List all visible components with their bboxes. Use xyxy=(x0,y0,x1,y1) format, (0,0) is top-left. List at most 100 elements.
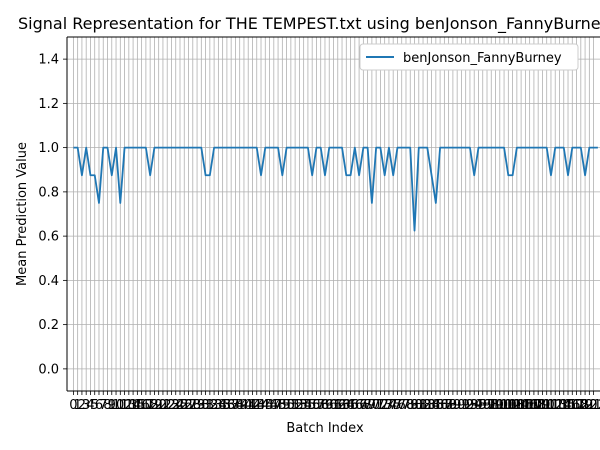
x-tick-label: 55 xyxy=(300,398,317,413)
grid-lines xyxy=(67,37,600,391)
x-tick-label: 8 xyxy=(103,398,111,413)
y-tick-label: 0.6 xyxy=(38,230,59,245)
x-tick-label: 107 xyxy=(517,398,542,413)
x-tick-label: 61 xyxy=(325,398,342,413)
x-tick-label: 41 xyxy=(240,398,257,413)
x-tick-label: 116 xyxy=(556,398,581,413)
x-tick-label: 63 xyxy=(334,398,351,413)
x-tick-label: 121 xyxy=(577,398,600,413)
x-tick-label: 36 xyxy=(219,398,236,413)
x-tick-label: 5 xyxy=(91,398,99,413)
x-tick-label: 30 xyxy=(193,398,210,413)
x-tick-label: 85 xyxy=(428,398,445,413)
x-tick-label: 110 xyxy=(530,398,555,413)
x-tick-label: 7 xyxy=(99,398,107,413)
x-tick-label: 60 xyxy=(321,398,338,413)
x-tick-label: 103 xyxy=(500,398,525,413)
x-tick-label: 4 xyxy=(86,398,94,413)
x-tick-label: 65 xyxy=(342,398,359,413)
x-tick-label: 27 xyxy=(180,398,197,413)
x-tick-label: 42 xyxy=(244,398,261,413)
x-tick-label: 115 xyxy=(551,398,576,413)
y-tick-label: 0.4 xyxy=(38,274,59,289)
x-tick-label: 47 xyxy=(266,398,283,413)
x-tick-label: 119 xyxy=(568,398,593,413)
x-tick-label: 117 xyxy=(560,398,585,413)
x-tick-label: 32 xyxy=(202,398,219,413)
x-tick-label: 82 xyxy=(415,398,432,413)
y-axis-label: Mean Prediction Value xyxy=(15,142,30,286)
chart-title: Signal Representation for THE TEMPEST.tx… xyxy=(18,14,600,34)
x-tick-label: 71 xyxy=(368,398,385,413)
y-tick-label: 0.2 xyxy=(38,318,59,333)
x-tick-label: 58 xyxy=(312,398,329,413)
x-tick-label: 84 xyxy=(423,398,440,413)
y-tick-label: 1.0 xyxy=(38,141,59,156)
x-tick-label: 18 xyxy=(142,398,159,413)
x-tick-label: 16 xyxy=(133,398,150,413)
x-tick-label: 44 xyxy=(253,398,270,413)
x-tick-label: 74 xyxy=(381,398,398,413)
x-tick-label: 24 xyxy=(167,398,184,413)
x-tick-label: 75 xyxy=(385,398,402,413)
x-tick-label: 108 xyxy=(521,398,546,413)
x-tick-label: 96 xyxy=(474,398,491,413)
x-tick-label: 22 xyxy=(159,398,176,413)
y-tick-label: 1.2 xyxy=(38,97,59,112)
x-tick-label: 21 xyxy=(155,398,172,413)
x-tick-label: 122 xyxy=(581,398,600,413)
x-tick-label: 86 xyxy=(432,398,449,413)
x-tick-label: 112 xyxy=(539,398,564,413)
x-tick-label: 83 xyxy=(419,398,436,413)
x-tick-label: 77 xyxy=(393,398,410,413)
x-axis-label: Batch Index xyxy=(286,421,364,436)
legend-entry-label: benJonson_FannyBurney xyxy=(403,51,562,66)
x-tick-label: 93 xyxy=(462,398,479,413)
x-tick-label: 11 xyxy=(112,398,129,413)
x-tick-label: 49 xyxy=(274,398,291,413)
x-tick-label: 37 xyxy=(223,398,240,413)
x-tick-label: 13 xyxy=(121,398,138,413)
x-tick-label: 17 xyxy=(138,398,155,413)
x-tick-label: 57 xyxy=(308,398,325,413)
x-tick-label: 73 xyxy=(376,398,393,413)
x-tick-label: 33 xyxy=(206,398,223,413)
x-tick-label: 46 xyxy=(261,398,278,413)
y-tick-label: 0.0 xyxy=(38,362,59,377)
x-tick-label: 67 xyxy=(351,398,368,413)
legend-box xyxy=(359,43,579,71)
x-tick-label: 97 xyxy=(479,398,496,413)
x-tick-label: 43 xyxy=(248,398,265,413)
y-tick-label: 1.4 xyxy=(38,53,59,68)
x-tick-label: 94 xyxy=(466,398,483,413)
x-tick-label: 68 xyxy=(355,398,372,413)
x-tick-label: 9 xyxy=(108,398,116,413)
x-tick-label: 2 xyxy=(78,398,86,413)
x-tick-label: 92 xyxy=(457,398,474,413)
x-tick-label: 52 xyxy=(287,398,304,413)
x-tick-label: 113 xyxy=(543,398,568,413)
x-tick-label: 66 xyxy=(347,398,364,413)
x-tick-label: 95 xyxy=(470,398,487,413)
x-tick-label: 59 xyxy=(317,398,334,413)
x-tick-label: 6 xyxy=(95,398,103,413)
x-tick-label: 23 xyxy=(163,398,180,413)
x-tick-label: 38 xyxy=(227,398,244,413)
x-tick-label: 48 xyxy=(270,398,287,413)
x-tick-label: 109 xyxy=(526,398,551,413)
x-tick-label: 72 xyxy=(372,398,389,413)
x-tick-label: 79 xyxy=(402,398,419,413)
y-tick-label: 0.8 xyxy=(38,185,59,200)
x-tick-label: 29 xyxy=(189,398,206,413)
x-tick-label: 120 xyxy=(573,398,598,413)
legend: benJonson_FannyBurney xyxy=(359,43,579,71)
x-tick-label: 50 xyxy=(278,398,295,413)
x-tick-label: 31 xyxy=(197,398,214,413)
x-tick-label: 90 xyxy=(449,398,466,413)
x-tick-label: 111 xyxy=(534,398,559,413)
x-tick-label: 87 xyxy=(436,398,453,413)
x-tick-label: 78 xyxy=(398,398,415,413)
x-tick-label: 81 xyxy=(411,398,428,413)
x-tick-label: 89 xyxy=(445,398,462,413)
